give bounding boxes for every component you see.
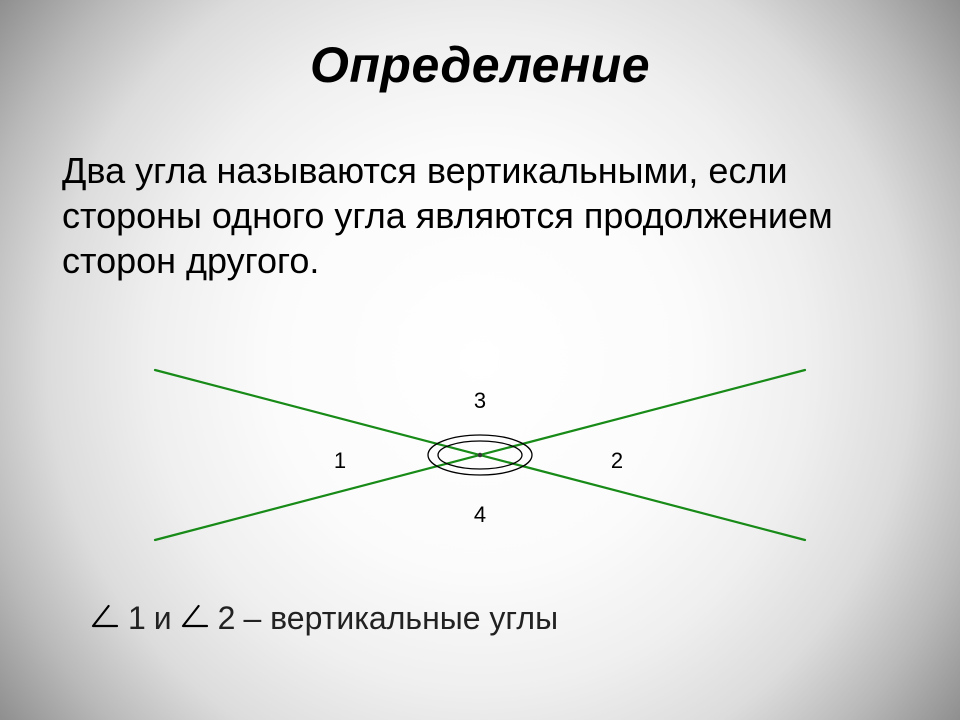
slide: Определение Два угла называются вертикал… <box>0 0 960 720</box>
caption: 1 и 2 – вертикальные углы <box>90 600 558 637</box>
svg-text:1: 1 <box>334 448 346 473</box>
diagram: 1 2 3 4 <box>135 340 825 570</box>
caption-n1: 1 <box>128 600 146 637</box>
slide-title: Определение <box>0 36 960 94</box>
caption-rest: – вертикальные углы <box>243 600 558 637</box>
caption-n2: 2 <box>218 600 236 637</box>
intersecting-lines-diagram: 1 2 3 4 <box>135 340 825 570</box>
svg-text:3: 3 <box>474 388 486 413</box>
angle-icon <box>180 600 210 637</box>
angle-icon <box>90 600 120 637</box>
definition-text: Два угла называются вертикальными, если … <box>62 148 898 283</box>
svg-text:2: 2 <box>611 448 623 473</box>
svg-text:4: 4 <box>474 502 486 527</box>
caption-and: и <box>154 600 172 637</box>
